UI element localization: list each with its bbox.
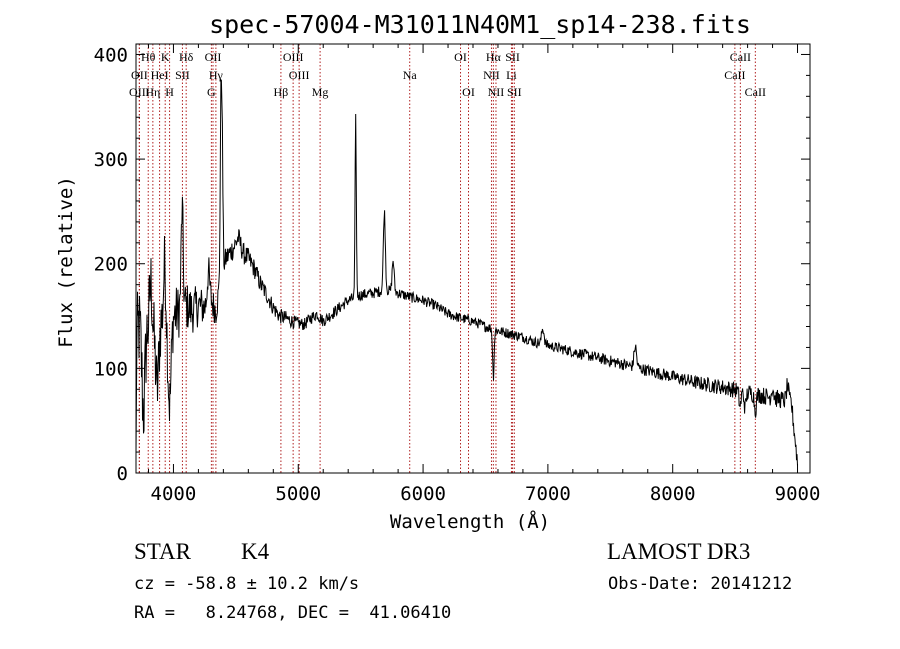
line-marker-label-24: SII (507, 85, 522, 99)
obs-date-text: Obs-Date: 20141212 (608, 574, 793, 594)
coords-text: RA = 8.24768, DEC = 41.06410 (134, 603, 452, 623)
line-marker-label-25: CaII (730, 50, 751, 64)
line-marker-label-10: Hγ (209, 68, 224, 82)
line-marker-label-15: Mg (312, 85, 329, 99)
line-marker-label-8: SII (175, 68, 190, 82)
line-marker-label-4: Hη (145, 85, 160, 99)
redshift-text: cz = -58.8 ± 10.2 km/s (134, 574, 360, 594)
line-marker-label-5: K (161, 50, 170, 64)
line-marker-label-9: OII (205, 50, 222, 64)
y-tick-label-3: 300 (94, 149, 128, 171)
y-tick-labels: 0 100 200 300 400 (94, 44, 128, 485)
x-tick-label-5: 9000 (775, 483, 821, 505)
line-marker-label-7: Hδ (179, 50, 194, 64)
axis-ticks (136, 44, 810, 474)
y-tick-label-2: 200 (94, 254, 128, 276)
line-marker-label-22: SII (505, 50, 520, 64)
line-marker-label-3: HeI (151, 68, 169, 82)
line-marker-label-17: OI (454, 50, 467, 64)
line-marker-label-14: OIII (289, 68, 310, 82)
line-marker-label-18: OI (462, 85, 475, 99)
line-marker-label-13: OIII (283, 50, 304, 64)
subclass-label: K4 (241, 539, 270, 564)
line-marker-label-19: Hα (486, 50, 502, 64)
x-axis-label: Wavelength (Å) (390, 510, 550, 533)
line-marker-label-20: NII (483, 68, 500, 82)
line-marker-label-27: CaII (745, 85, 766, 99)
x-tick-labels: 4000 5000 6000 7000 8000 9000 (151, 483, 821, 505)
x-tick-label-0: 4000 (151, 483, 197, 505)
x-tick-label-2: 6000 (400, 483, 446, 505)
x-tick-label-1: 5000 (275, 483, 321, 505)
line-marker-label-11: G (207, 85, 216, 99)
survey-label: LAMOST DR3 (607, 539, 751, 564)
x-tick-label-3: 7000 (525, 483, 571, 505)
x-tick-label-4: 8000 (650, 483, 696, 505)
y-tick-label-1: 100 (94, 358, 128, 380)
line-marker-label-23: Li (506, 68, 517, 82)
y-tick-label-4: 400 (94, 44, 128, 66)
line-marker-label-12: Hβ (274, 85, 289, 99)
line-marker-label-6: H (165, 85, 174, 99)
line-marker-label-16: Na (403, 68, 418, 82)
plot-frame (135, 43, 811, 474)
line-marker-label-0: Hθ (141, 50, 156, 64)
chart-title: spec-57004-M31011N40M1_sp14-238.fits (209, 10, 751, 39)
y-axis-label: Flux (relative) (55, 176, 77, 348)
series-line-flux (135, 78, 798, 466)
line-marker-label-26: CaII (724, 68, 745, 82)
line-marker-label-2: OIII (129, 85, 150, 99)
y-tick-label-0: 0 (117, 463, 128, 485)
line-marker-label-21: NII (488, 85, 505, 99)
class-label: STAR (134, 539, 191, 564)
